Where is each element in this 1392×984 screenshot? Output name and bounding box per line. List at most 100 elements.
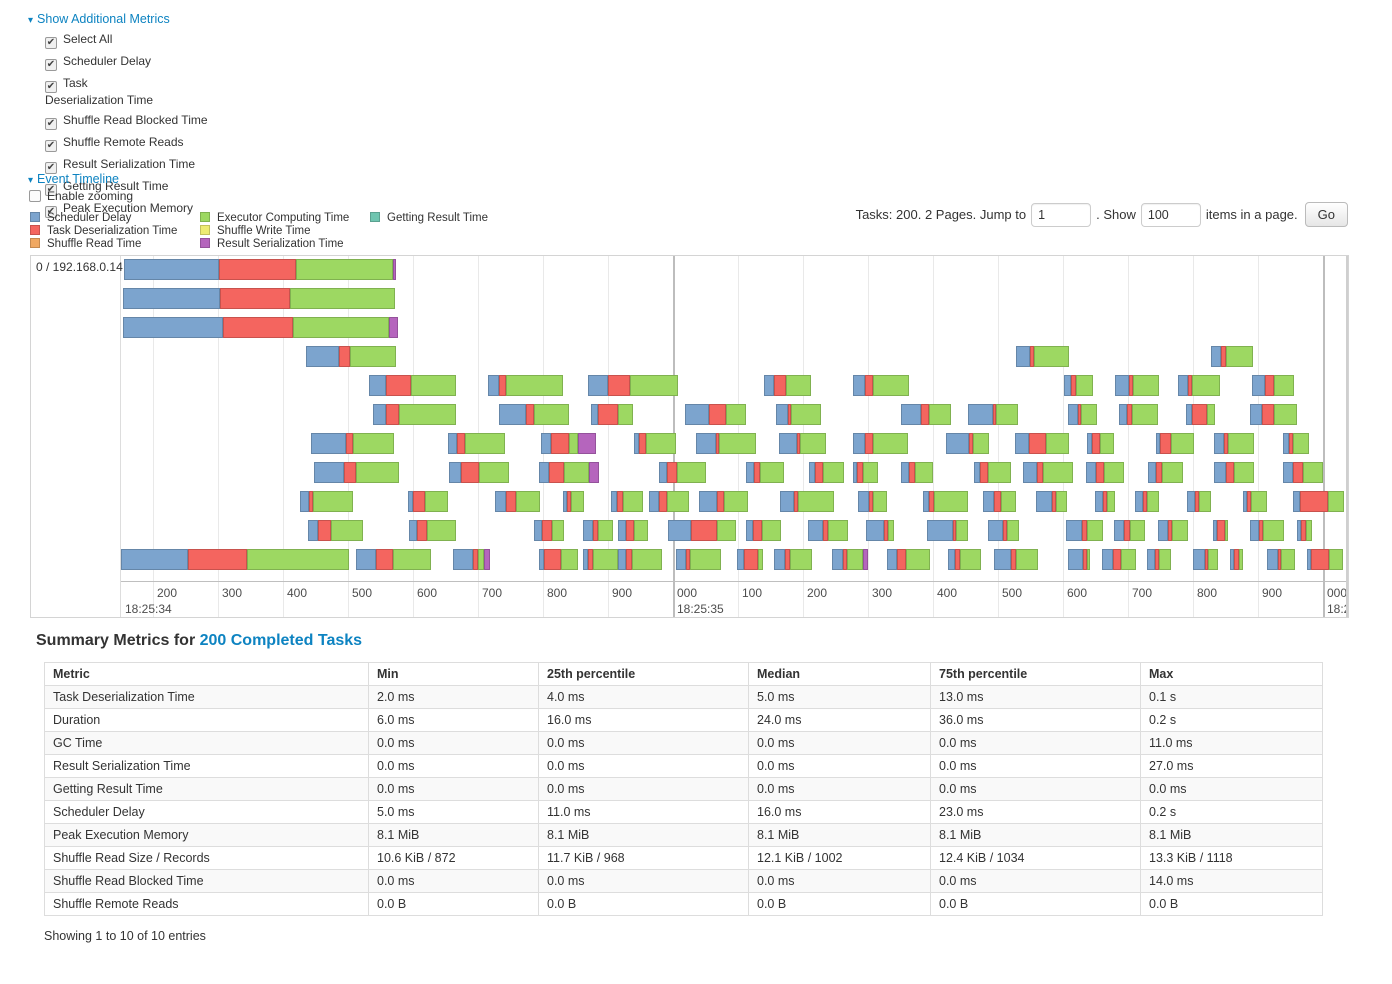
- task-bar[interactable]: [583, 520, 613, 541]
- task-bar[interactable]: [1214, 433, 1254, 454]
- task-bar[interactable]: [634, 433, 676, 454]
- task-bar[interactable]: [853, 375, 909, 396]
- task-bar[interactable]: [1250, 404, 1297, 425]
- task-bar[interactable]: [780, 491, 834, 512]
- task-bar[interactable]: [1252, 375, 1294, 396]
- task-bar[interactable]: [696, 433, 756, 454]
- task-bar[interactable]: [948, 549, 981, 570]
- metric-option[interactable]: ✔ Result Serialization Time: [45, 157, 258, 174]
- task-bar[interactable]: [1016, 346, 1069, 367]
- task-bar[interactable]: [1193, 549, 1218, 570]
- jump-to-page-input[interactable]: [1031, 202, 1092, 227]
- task-bar[interactable]: [1148, 462, 1183, 483]
- task-bar[interactable]: [311, 433, 394, 454]
- metric-checkbox[interactable]: ✔: [45, 59, 57, 71]
- task-bar[interactable]: [1156, 433, 1194, 454]
- task-bar[interactable]: [983, 491, 1016, 512]
- task-bar[interactable]: [1015, 433, 1069, 454]
- task-bar[interactable]: [123, 288, 395, 309]
- task-bar[interactable]: [583, 549, 618, 570]
- task-bar[interactable]: [946, 433, 989, 454]
- task-bar[interactable]: [534, 520, 564, 541]
- task-bar[interactable]: [1147, 549, 1171, 570]
- task-bar[interactable]: [776, 404, 821, 425]
- task-bar[interactable]: [774, 549, 812, 570]
- go-button[interactable]: Go: [1304, 202, 1348, 227]
- metric-checkbox[interactable]: ✔: [45, 118, 57, 130]
- task-bar[interactable]: [1211, 346, 1253, 367]
- task-bar[interactable]: [121, 549, 349, 570]
- metric-checkbox[interactable]: ✔: [45, 162, 57, 174]
- task-bar[interactable]: [1297, 520, 1312, 541]
- metric-checkbox[interactable]: ✔: [45, 206, 57, 218]
- items-per-page-input[interactable]: [1140, 202, 1201, 227]
- metric-option[interactable]: ✔ Task Deserialization Time: [45, 76, 163, 108]
- task-bar[interactable]: [659, 462, 706, 483]
- task-bar[interactable]: [1068, 404, 1097, 425]
- task-bar[interactable]: [495, 491, 540, 512]
- task-bar[interactable]: [1023, 462, 1073, 483]
- task-bar[interactable]: [649, 491, 689, 512]
- metric-option[interactable]: ✔ Peak Execution Memory: [45, 201, 258, 218]
- task-bar[interactable]: [563, 491, 584, 512]
- task-bar[interactable]: [1066, 520, 1103, 541]
- task-bar[interactable]: [618, 549, 662, 570]
- task-bar[interactable]: [588, 375, 678, 396]
- task-bar[interactable]: [1036, 491, 1067, 512]
- task-bar[interactable]: [853, 433, 908, 454]
- metric-checkbox[interactable]: ✔: [45, 81, 57, 93]
- task-bar[interactable]: [1135, 491, 1159, 512]
- task-bar[interactable]: [901, 404, 951, 425]
- task-bar[interactable]: [1230, 549, 1243, 570]
- task-bar[interactable]: [618, 520, 648, 541]
- task-bar[interactable]: [685, 404, 746, 425]
- task-bar[interactable]: [306, 346, 396, 367]
- metric-checkbox[interactable]: ✔: [45, 140, 57, 152]
- task-bar[interactable]: [808, 520, 848, 541]
- task-bar[interactable]: [409, 520, 456, 541]
- enable-zooming-option[interactable]: Enable zooming: [29, 189, 133, 203]
- task-bar[interactable]: [1119, 404, 1158, 425]
- metric-option[interactable]: ✔ Shuffle Remote Reads: [45, 135, 258, 152]
- metric-option[interactable]: ✔ Scheduler Delay: [45, 54, 258, 71]
- task-bar[interactable]: [300, 491, 353, 512]
- task-bar[interactable]: [1283, 462, 1323, 483]
- task-bar[interactable]: [369, 375, 456, 396]
- task-bar[interactable]: [1186, 404, 1215, 425]
- task-bar[interactable]: [539, 549, 578, 570]
- task-bar[interactable]: [1095, 491, 1115, 512]
- task-bar[interactable]: [488, 375, 563, 396]
- task-bar[interactable]: [974, 462, 1011, 483]
- metric-option[interactable]: ✔ Shuffle Read Blocked Time: [45, 113, 258, 130]
- task-bar[interactable]: [887, 549, 930, 570]
- task-bar[interactable]: [1243, 491, 1267, 512]
- task-bar[interactable]: [611, 491, 643, 512]
- task-bar[interactable]: [746, 520, 781, 541]
- task-bar[interactable]: [308, 520, 363, 541]
- task-bar[interactable]: [866, 520, 894, 541]
- completed-tasks-link[interactable]: 200 Completed Tasks: [199, 632, 363, 649]
- task-bar[interactable]: [123, 317, 398, 338]
- event-timeline-toggle[interactable]: ▾ Event Timeline: [28, 172, 119, 186]
- task-bar[interactable]: [853, 462, 878, 483]
- task-bar[interactable]: [923, 491, 968, 512]
- task-bar[interactable]: [591, 404, 633, 425]
- task-bar[interactable]: [448, 433, 505, 454]
- task-bar[interactable]: [779, 433, 826, 454]
- task-bar[interactable]: [994, 549, 1038, 570]
- task-bar[interactable]: [449, 462, 509, 483]
- task-bar[interactable]: [901, 462, 933, 483]
- task-bar[interactable]: [124, 259, 396, 280]
- task-bar[interactable]: [1213, 520, 1228, 541]
- task-bar[interactable]: [1267, 549, 1295, 570]
- task-bar[interactable]: [1293, 491, 1344, 512]
- task-bar[interactable]: [1178, 375, 1220, 396]
- show-additional-metrics-link[interactable]: Show Additional Metrics: [37, 12, 170, 26]
- task-bar[interactable]: [1102, 549, 1136, 570]
- task-bar[interactable]: [968, 404, 1018, 425]
- task-bar[interactable]: [356, 549, 431, 570]
- task-bar[interactable]: [809, 462, 844, 483]
- task-bar[interactable]: [1250, 520, 1284, 541]
- task-bar[interactable]: [1086, 462, 1124, 483]
- task-bar[interactable]: [988, 520, 1019, 541]
